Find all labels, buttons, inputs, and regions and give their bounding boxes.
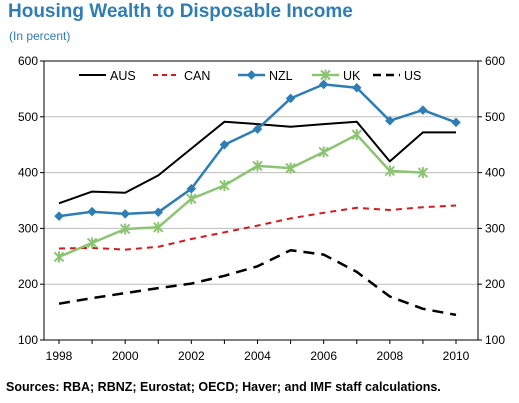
data-point-nzl <box>54 211 64 221</box>
data-point-uk <box>417 167 429 179</box>
data-point-uk <box>119 223 131 235</box>
y-tick-label-right: 400 <box>485 166 505 180</box>
data-point-nzl <box>285 93 296 104</box>
data-point-nzl <box>87 206 97 217</box>
x-tick-label: 2000 <box>112 349 139 363</box>
series-line-us <box>58 248 457 317</box>
data-point-uk <box>86 237 98 249</box>
series-line-uk <box>58 133 423 259</box>
legend-marker-nzl <box>246 70 257 80</box>
y-tick-label-left: 600 <box>18 54 38 68</box>
data-point-nzl <box>351 83 362 93</box>
x-tick-label: 2002 <box>178 349 205 363</box>
data-point-uk <box>53 251 65 263</box>
legend-label-aus: AUS <box>110 69 136 83</box>
legend-label-can: CAN <box>184 69 210 83</box>
legend-label-us: US <box>404 69 421 83</box>
y-tick-label-right: 300 <box>485 221 505 235</box>
series-line-nzl <box>58 83 457 218</box>
y-tick-label-right: 200 <box>485 277 505 291</box>
data-point-uk <box>252 160 263 172</box>
data-point-uk <box>285 162 296 174</box>
data-point-uk <box>186 193 197 205</box>
data-point-uk <box>384 165 396 177</box>
data-point-nzl <box>451 117 461 128</box>
data-point-uk <box>219 179 230 191</box>
x-tick-label: 2006 <box>310 349 337 363</box>
data-point-nzl <box>153 207 164 217</box>
data-point-nzl <box>418 105 428 115</box>
chart-source-note: Sources: RBA; RBNZ; Eurostat; OECD; Have… <box>6 380 441 394</box>
legend-label-uk: UK <box>343 69 361 83</box>
data-point-nzl <box>219 139 230 150</box>
data-point-uk <box>318 146 329 158</box>
plot-frame <box>43 60 479 341</box>
y-tick-label-left: 100 <box>18 333 38 347</box>
data-point-nzl <box>318 79 329 90</box>
data-point-uk <box>351 129 362 141</box>
y-tick-label-left: 500 <box>18 110 38 124</box>
chart-title: Housing Wealth to Disposable Income <box>8 1 353 22</box>
chart-subtitle: (In percent) <box>9 29 71 43</box>
data-point-nzl <box>120 209 130 219</box>
y-tick-label-left: 300 <box>18 221 38 235</box>
data-point-nzl <box>385 115 395 126</box>
y-tick-label-right: 600 <box>485 54 505 68</box>
legend-marker-uk <box>320 69 331 81</box>
y-tick-label-right: 500 <box>485 110 505 124</box>
series-line-aus <box>58 120 456 205</box>
x-tick-label: 2010 <box>443 349 470 363</box>
y-tick-label-right: 100 <box>485 333 505 347</box>
data-point-nzl <box>252 124 263 134</box>
y-tick-label-left: 400 <box>18 166 38 180</box>
x-tick-label: 1998 <box>46 349 73 363</box>
legend-label-nzl: NZL <box>269 69 293 83</box>
y-tick-label-left: 200 <box>18 277 38 291</box>
series-line-can <box>58 204 457 251</box>
data-point-nzl <box>186 184 197 194</box>
x-tick-label: 2004 <box>244 349 271 363</box>
x-tick-label: 2008 <box>376 349 403 363</box>
data-point-uk <box>153 221 164 233</box>
